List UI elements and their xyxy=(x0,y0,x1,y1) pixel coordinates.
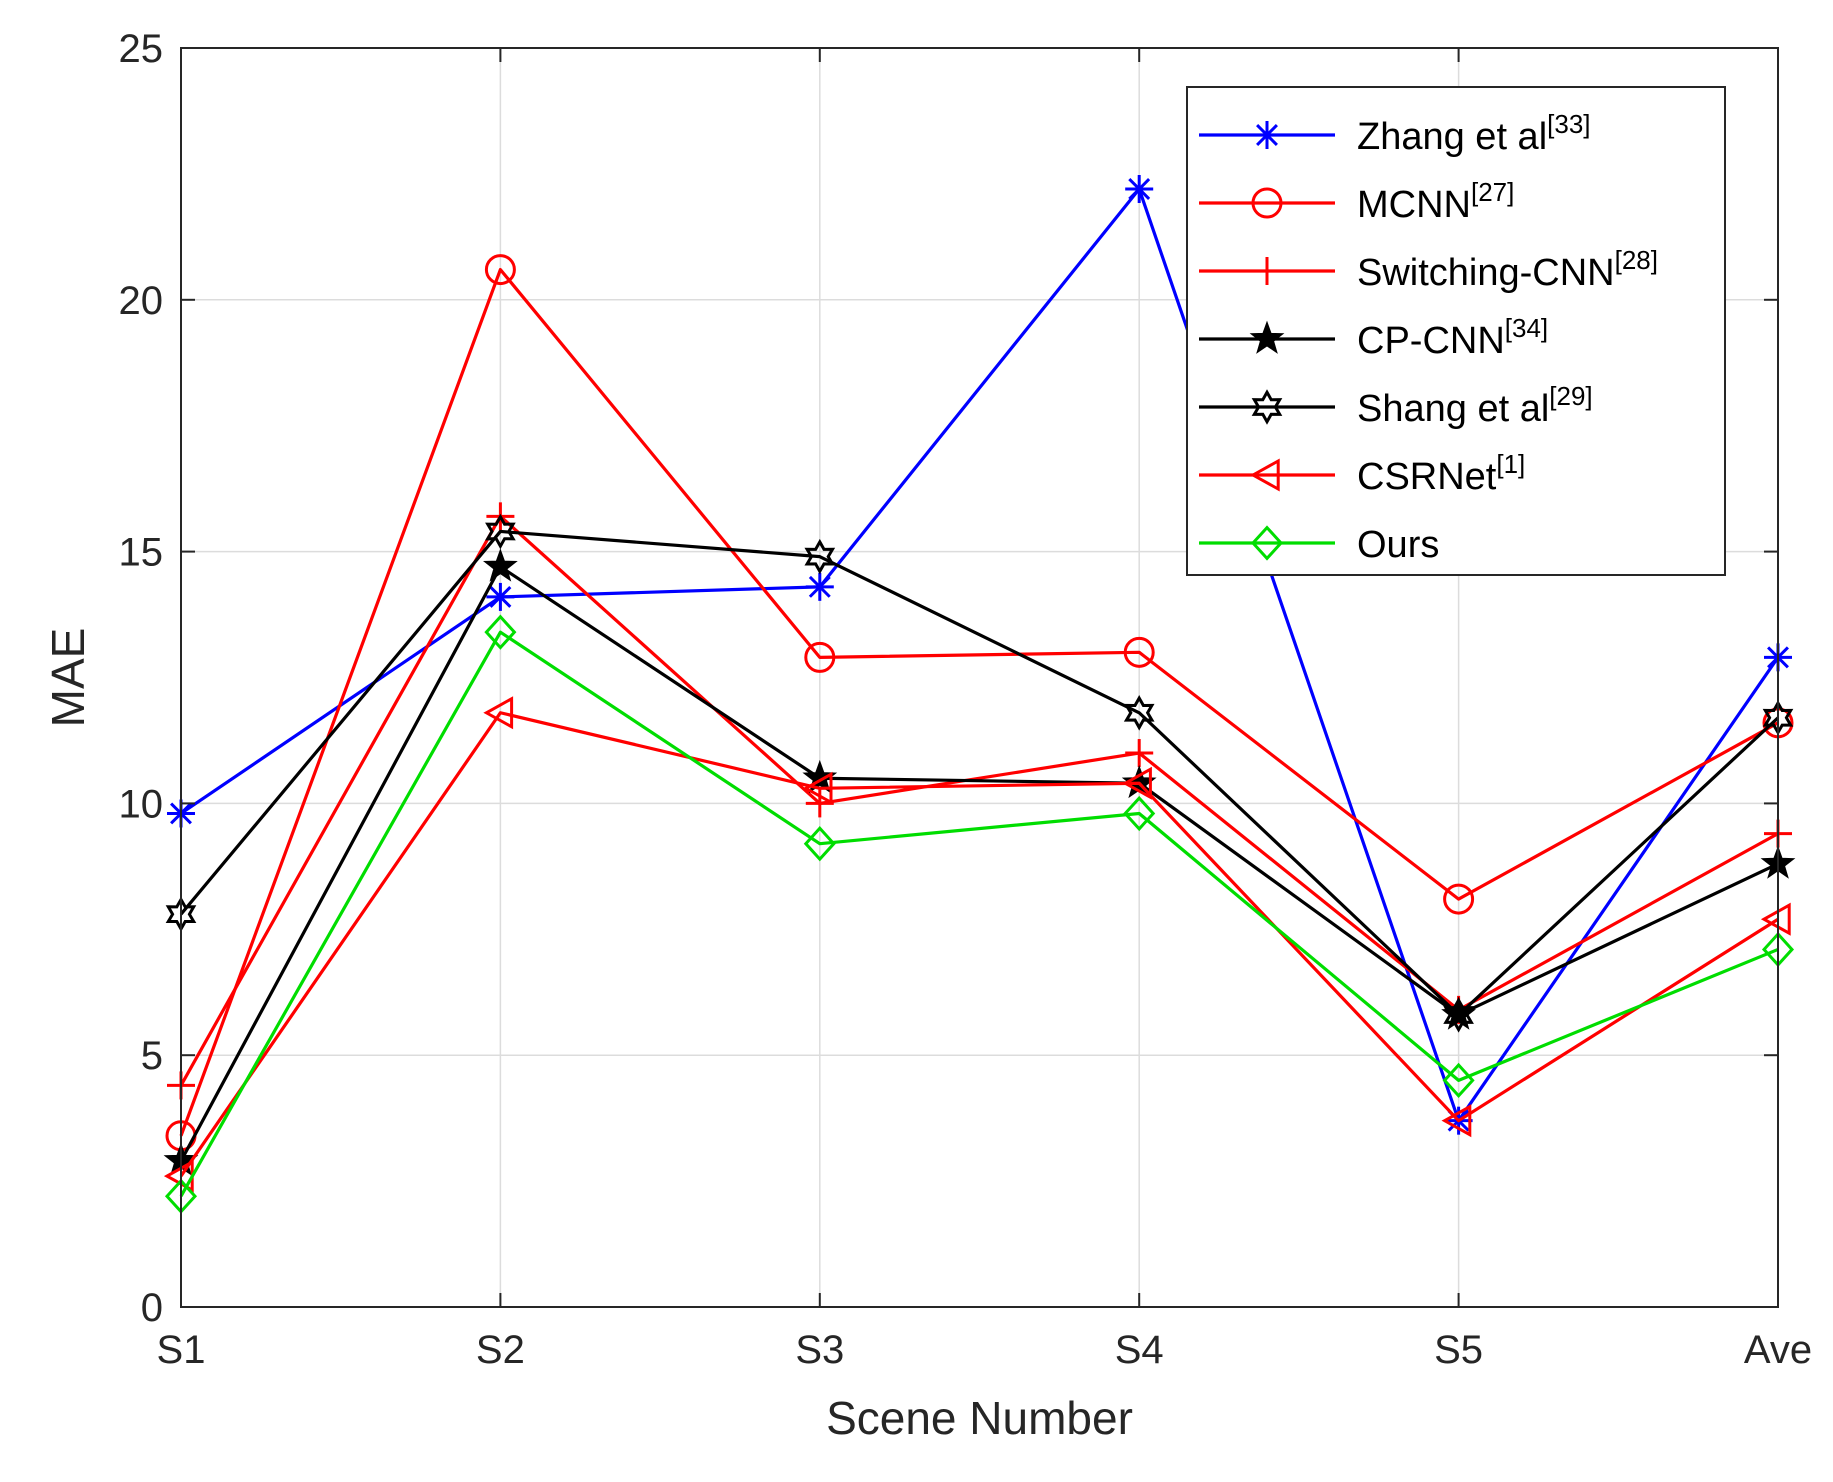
asterisk-stroke xyxy=(1128,178,1151,200)
legend-name: CP-CNN xyxy=(1357,320,1505,362)
asterisk-stroke xyxy=(489,585,512,608)
legend-marker xyxy=(1253,257,1281,285)
legend-label: Ours xyxy=(1357,524,1439,566)
data-point xyxy=(804,538,836,575)
data-point xyxy=(803,826,836,862)
y-tick-label: 0 xyxy=(141,1286,163,1330)
data-point xyxy=(1122,766,1152,800)
data-point xyxy=(1443,997,1474,1033)
legend-item: CSRNet[1] xyxy=(1199,449,1525,498)
series-5 xyxy=(163,696,1791,1193)
data-point xyxy=(484,254,516,286)
data-point xyxy=(1125,739,1154,768)
legend-ref: [27] xyxy=(1471,177,1514,207)
data-point xyxy=(804,641,836,673)
ticks: 0 5 10 15 20 25 S1 S2 S3 S4 S5 Ave xyxy=(119,27,1813,1372)
legend-marker xyxy=(1251,389,1283,425)
legend: Zhang et al[33] MCNN[27] Switching-CNN[28]… xyxy=(1186,86,1726,576)
legend-label: Shang et al[29] xyxy=(1357,381,1593,430)
data-point xyxy=(1441,1104,1472,1138)
data-point xyxy=(805,572,834,601)
legend-name: Switching-CNN xyxy=(1357,252,1615,294)
legend-name: Shang et al xyxy=(1357,388,1549,430)
legend-marker xyxy=(1249,320,1285,354)
data-point xyxy=(483,548,518,582)
legend-label: CP-CNN[34] xyxy=(1357,313,1548,362)
data-point xyxy=(485,513,516,550)
legend-marker xyxy=(1250,525,1284,561)
legend-ref: [28] xyxy=(1615,245,1658,275)
data-point xyxy=(1442,1062,1475,1099)
series-line xyxy=(179,529,1780,1017)
axes-box xyxy=(180,47,1779,1308)
legend-item: Shang et al[29] xyxy=(1199,381,1593,430)
x-tick-label: S1 xyxy=(157,1328,206,1372)
legend-ref: [34] xyxy=(1505,313,1548,343)
data-point xyxy=(483,696,514,730)
legend-name: CSRNet xyxy=(1357,456,1497,498)
asterisk-stroke xyxy=(1256,124,1278,146)
data-point xyxy=(1125,175,1154,204)
legend-item: CP-CNN[34] xyxy=(1199,313,1548,362)
data-point xyxy=(1443,883,1475,915)
series-1 xyxy=(165,254,1794,1152)
data-point xyxy=(1123,695,1155,731)
legend-box xyxy=(1186,86,1726,576)
y-tick-label: 15 xyxy=(119,531,164,575)
legend-ref: [29] xyxy=(1549,381,1592,411)
x-tick-label: S2 xyxy=(476,1328,525,1372)
x-axis-title: Scene Number xyxy=(826,1392,1133,1444)
data-point xyxy=(1123,795,1156,832)
y-tick-label: 10 xyxy=(119,782,164,826)
data-point xyxy=(1760,902,1791,936)
series-line xyxy=(179,514,1779,1087)
x-tick-label: S5 xyxy=(1434,1328,1483,1372)
series-line xyxy=(179,630,1779,1197)
x-tick-label: S4 xyxy=(1115,1328,1164,1372)
legend-label: Zhang et al[33] xyxy=(1357,109,1591,158)
series-line xyxy=(179,267,1779,1137)
series-layer xyxy=(163,175,1796,1214)
legend-marker xyxy=(1253,121,1281,149)
legend-item: Switching-CNN[28] xyxy=(1199,245,1658,294)
data-point xyxy=(1123,636,1155,668)
series-line xyxy=(180,187,1780,1123)
legend-ref: [1] xyxy=(1496,449,1525,479)
legend-ref: [33] xyxy=(1547,109,1590,139)
x-tick-label: S3 xyxy=(795,1328,844,1372)
y-tick-label: 20 xyxy=(119,279,164,323)
legend-item: MCNN[27] xyxy=(1199,177,1514,226)
y-tick-label: 5 xyxy=(141,1034,163,1078)
legend-name: Ours xyxy=(1357,524,1439,566)
legend-marker xyxy=(1249,458,1280,492)
data-point xyxy=(805,789,834,818)
data-point xyxy=(486,582,515,611)
series-line xyxy=(179,565,1779,1162)
legend-name: MCNN xyxy=(1357,184,1471,226)
x-tick-label: Ave xyxy=(1744,1328,1812,1372)
legend-marker xyxy=(1251,187,1283,219)
legend-item: Zhang et al[33] xyxy=(1199,109,1591,158)
legend-label: Switching-CNN[28] xyxy=(1357,245,1658,294)
series-6 xyxy=(164,614,1795,1214)
legend-label: CSRNet[1] xyxy=(1357,449,1525,498)
legend-name: Zhang et al xyxy=(1357,116,1547,158)
y-axis-title: MAE xyxy=(42,628,94,728)
legend-item: Ours xyxy=(1199,524,1439,566)
asterisk-stroke xyxy=(808,575,831,598)
legend-label: MCNN[27] xyxy=(1357,177,1514,226)
data-point xyxy=(484,614,517,650)
series-line xyxy=(179,711,1779,1177)
data-point xyxy=(802,771,833,805)
y-tick-label: 25 xyxy=(119,27,164,71)
